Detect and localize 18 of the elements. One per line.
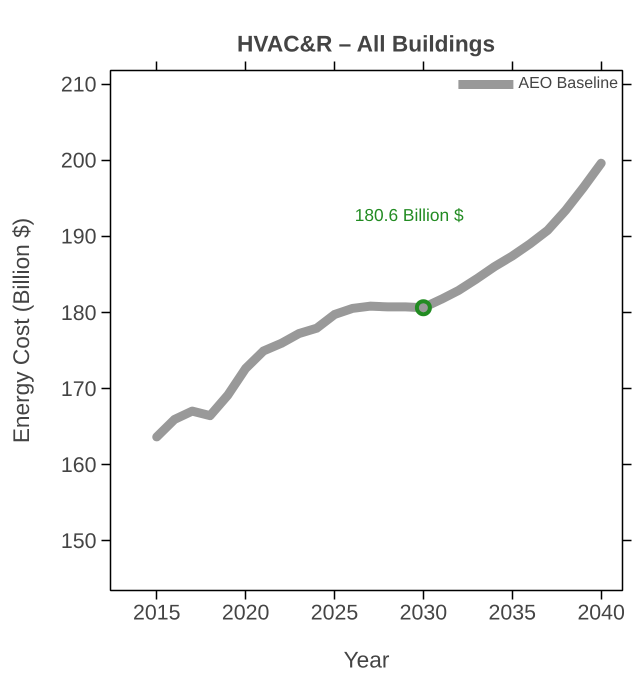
y-tick-label: 170 [60,376,97,401]
x-tick-label: 2035 [488,600,536,624]
x-tick-label: 2030 [400,600,448,624]
y-tick-label: 190 [60,224,97,249]
y-tick-label: 150 [60,528,97,553]
chart-title: HVAC&R – All Buildings [237,30,496,56]
x-tick-label: 2015 [133,600,180,624]
legend-label: AEO Baseline [518,75,618,93]
x-tick-label: 2025 [310,600,358,624]
y-tick-label: 180 [60,300,97,325]
annotation: 180.6 Billion $ [354,204,464,225]
x-axis-title: Year [344,646,390,672]
y-tick-label: 160 [60,452,97,477]
x-tick-label: 2040 [577,600,626,624]
y-axis-title: Energy Cost (Billion $) [8,218,34,444]
x-tick-label: 2020 [222,600,270,624]
y-tick-label: 210 [60,72,97,97]
y-tick-label: 200 [60,148,97,173]
